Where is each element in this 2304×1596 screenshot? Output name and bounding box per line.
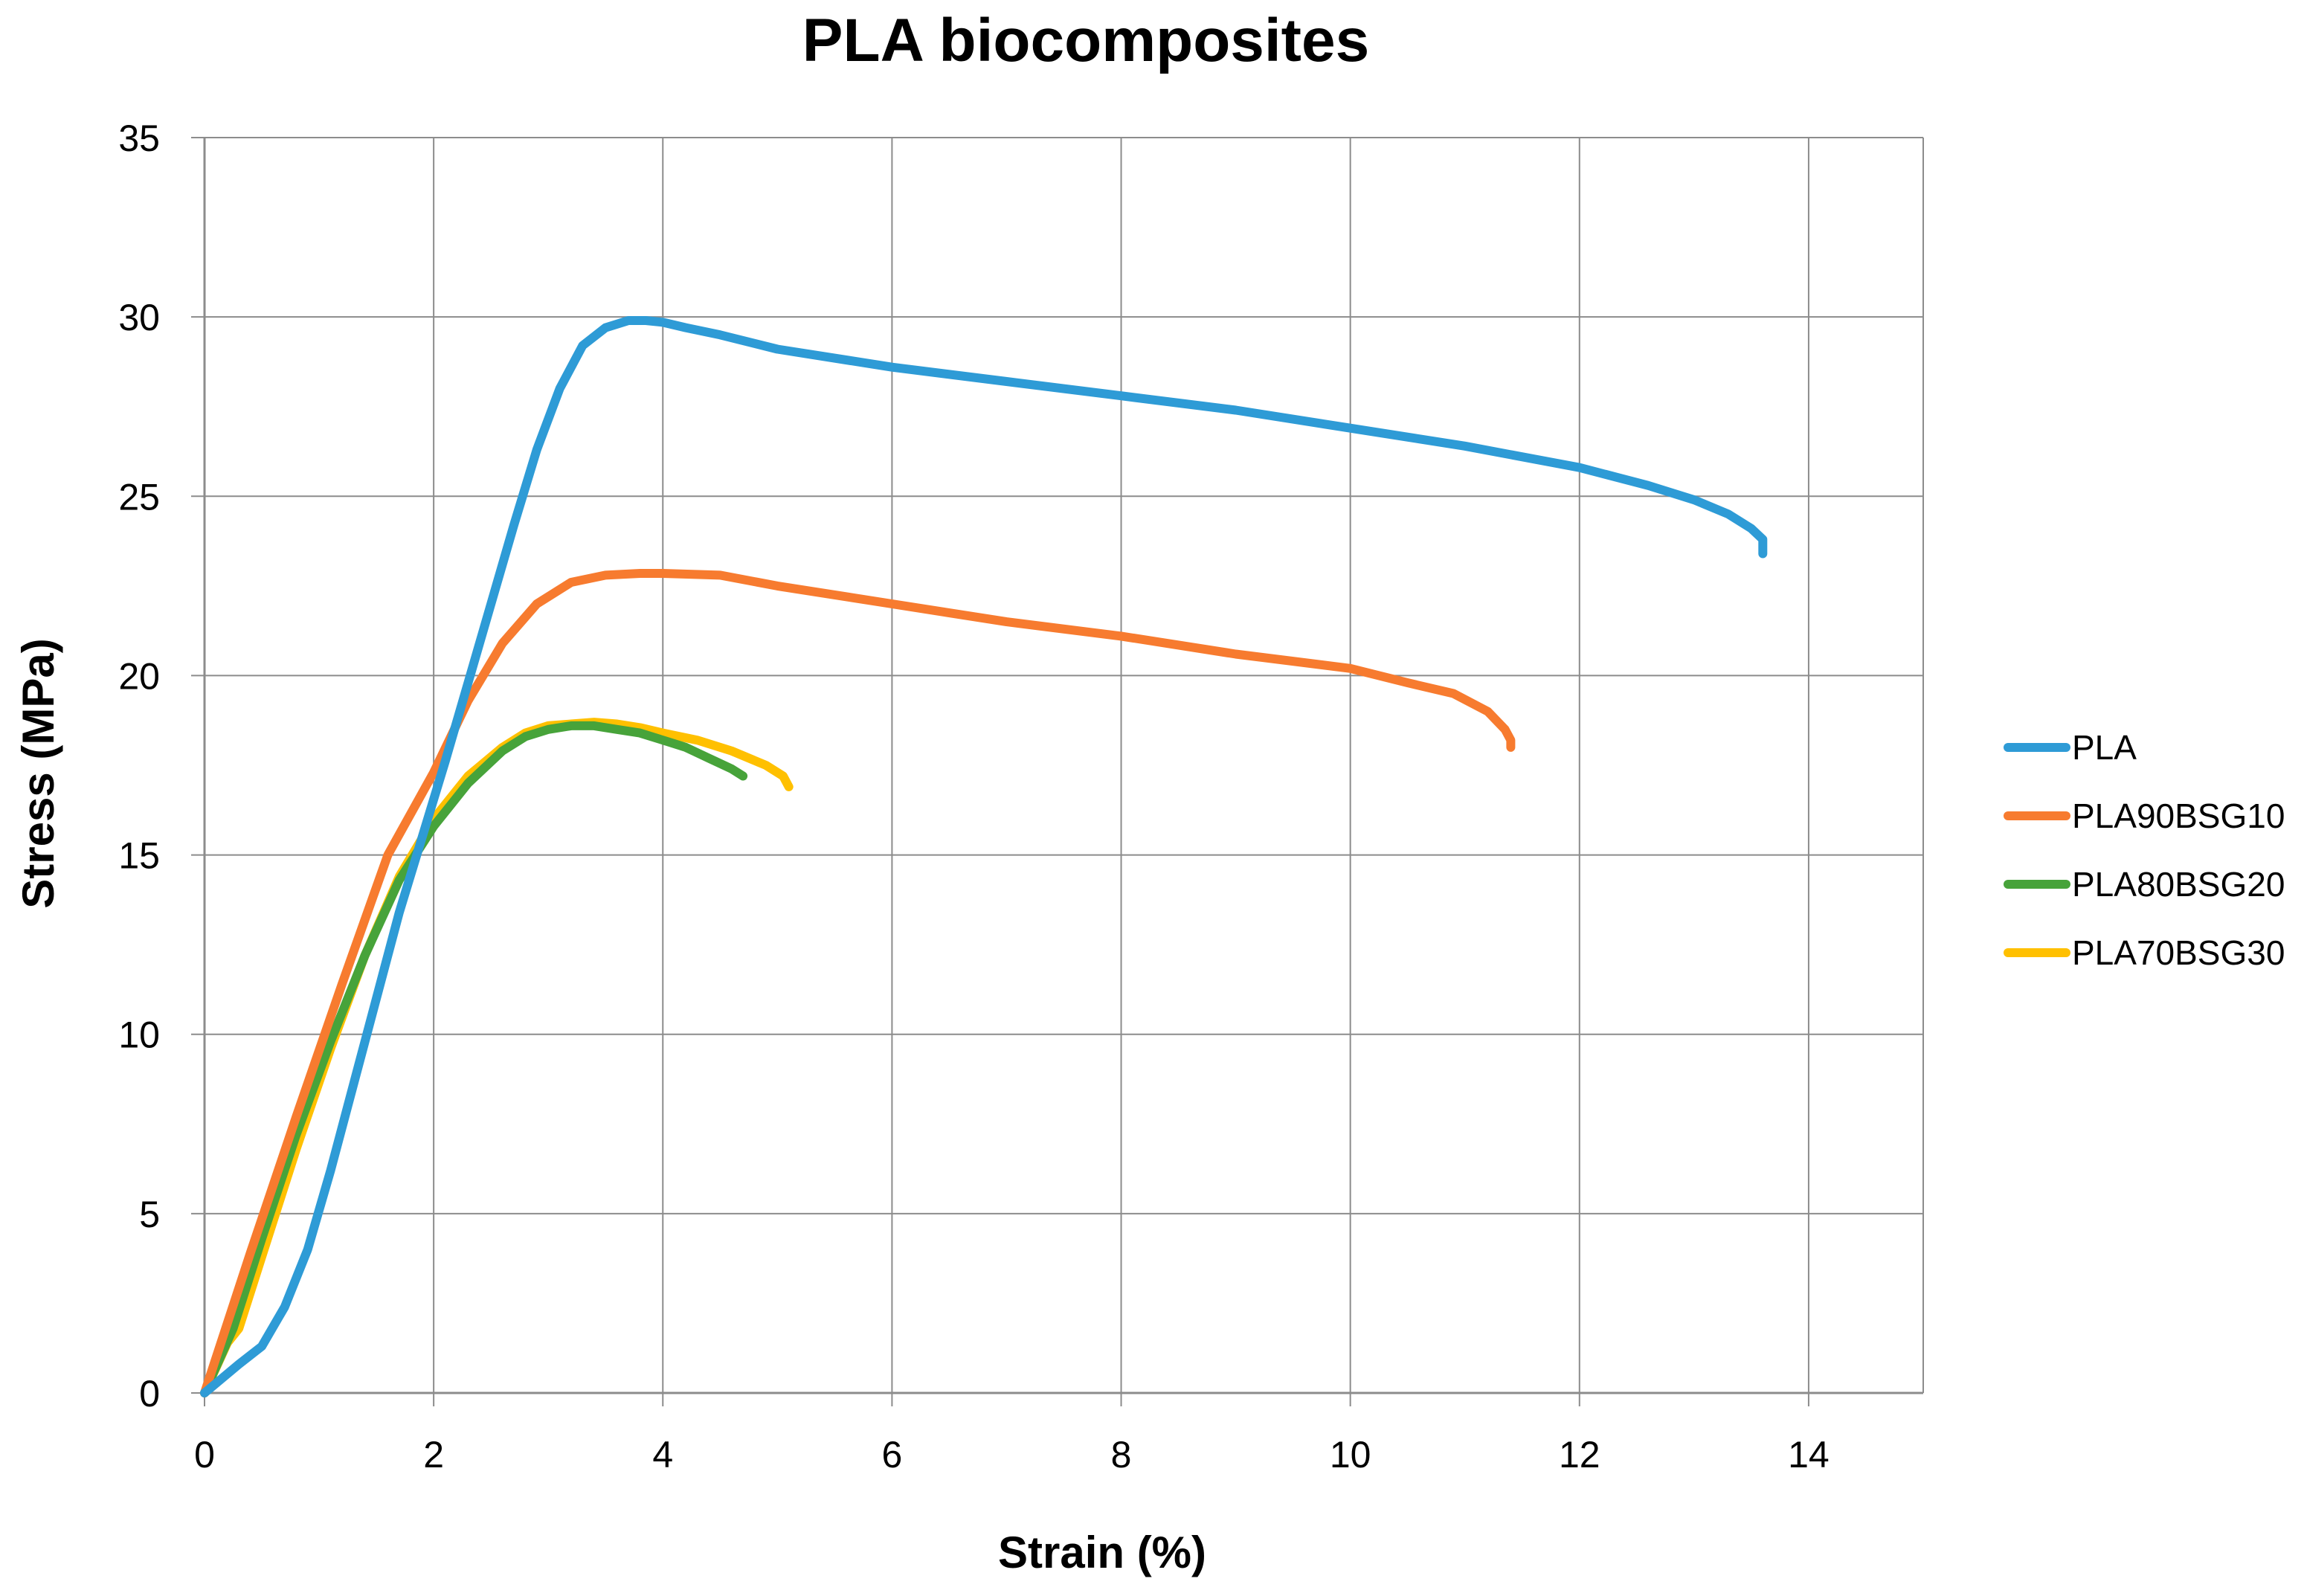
y-tick-label: 15 [118,835,160,877]
x-tick-label: 4 [652,1434,673,1476]
x-tick-label: 8 [1111,1434,1132,1476]
x-tick-label: 0 [194,1434,215,1476]
series-lines [200,316,1768,1397]
x-axis-title: Strain (%) [998,1528,1206,1577]
legend-label-pla70bsg30: PLA70BSG30 [2072,933,2285,972]
y-tick-label: 35 [118,118,160,159]
y-tick-label: 10 [118,1014,160,1056]
y-tick-label: 30 [118,297,160,338]
legend-label-pla80bsg20: PLA80BSG20 [2072,865,2285,904]
legend-label-pla: PLA [2072,728,2137,767]
x-tick-label: 14 [1788,1434,1830,1476]
x-tick-label: 2 [423,1434,444,1476]
y-tick-label: 25 [118,476,160,518]
legend: PLA PLA90BSG10 PLA80BSG20 PLA70BSG30 [2004,728,2285,972]
x-tick-label: 10 [1330,1434,1371,1476]
y-tick-label: 5 [139,1194,160,1235]
legend-label-pla90bsg10: PLA90BSG10 [2072,797,2285,835]
series-line-pla90bsg10 [200,569,1516,1397]
chart-title: PLA biocomposites [802,7,1369,74]
y-tick-label: 20 [118,655,160,697]
x-tick-label: 6 [881,1434,902,1476]
x-tick-label: 12 [1559,1434,1600,1476]
y-tick-label: 0 [139,1373,160,1415]
gridlines [191,137,1924,1406]
tick-labels: 0 5 10 15 20 25 30 35 0 2 4 6 8 10 12 14 [118,118,1829,1476]
series-line-pla80bsg20 [200,721,748,1397]
series-line-pla [200,316,1768,1397]
y-axis-title: Stress (MPa) [13,638,63,908]
